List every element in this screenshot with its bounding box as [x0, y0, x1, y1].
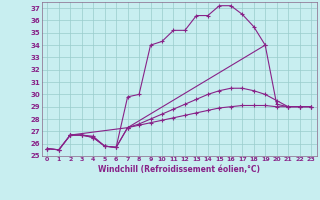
X-axis label: Windchill (Refroidissement éolien,°C): Windchill (Refroidissement éolien,°C) — [98, 165, 260, 174]
